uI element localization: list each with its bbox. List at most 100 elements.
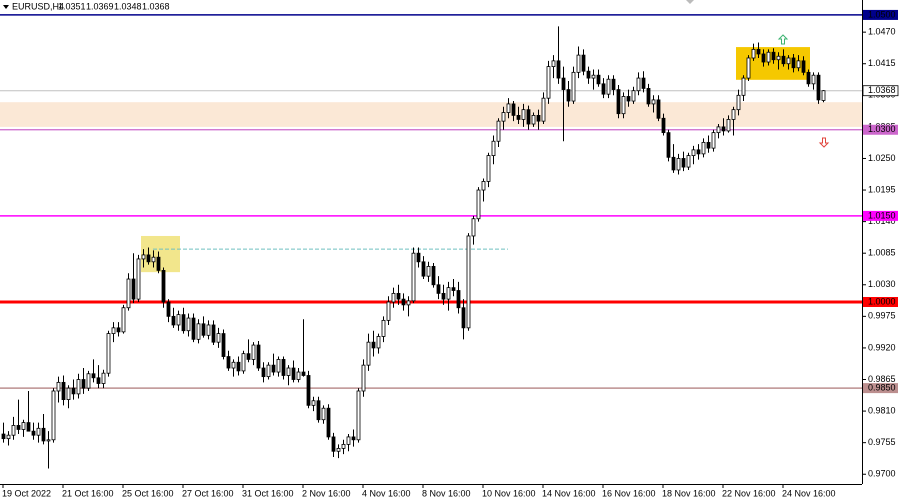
x-tick-label: 22 Nov 16:00 [722,488,776,498]
down-arrow [818,137,830,148]
x-tick-label: 27 Oct 16:00 [182,488,234,498]
candle-body [396,292,401,300]
candle-body [586,70,591,79]
candle-body [801,60,806,73]
candle-body [441,292,446,300]
candle-body [491,140,496,156]
candle-body [161,270,166,303]
candle-body [716,126,721,134]
candle-body [346,436,351,445]
candle-body [266,364,271,378]
candle-body [571,71,576,102]
candle-body [281,359,286,376]
candle-body [576,54,581,73]
zone [0,102,862,127]
candle-body [616,89,621,115]
candle-body [761,53,766,63]
candle-body [76,379,81,395]
candle-body [391,292,396,303]
shift-marker [686,0,694,4]
header-open: 1.0351 [58,1,86,11]
candle-body [216,333,221,343]
candle-body [356,390,361,441]
candle-body [341,443,346,449]
candle-body [626,96,631,102]
candle-body [181,314,186,332]
candle-body [496,120,501,142]
candle-body [306,375,311,406]
background-layer [0,14,862,389]
candle-body [416,252,421,263]
candle-body [481,181,486,191]
candle-body [521,109,526,120]
candle-body [476,189,481,220]
candle-body [156,256,161,271]
candle-body [446,287,451,300]
y-tick-label: 0.9755 [868,437,896,447]
level-label-box [863,296,898,307]
candle-body [31,430,36,436]
candle-body [681,158,686,168]
header-high: 1.0369 [86,1,114,11]
candle-body [816,74,821,101]
candle-body [46,439,51,442]
candle-body [271,364,276,373]
y-tick-label: 0.9865 [868,374,896,384]
header-close: 1.0368 [142,1,170,11]
x-tick-label: 21 Oct 16:00 [62,488,114,498]
candle-body [116,327,121,333]
candle-body [606,78,611,95]
candle-body [66,387,71,401]
candle-body [146,254,151,263]
price-label: 1.0368 [868,85,896,95]
candle-body [596,74,601,85]
candle-body [641,77,646,89]
candle-body [171,315,176,326]
candle-body [421,261,426,277]
candle-body [601,83,606,95]
candle-body [531,115,536,125]
candle-body [1,433,6,440]
candle-body [301,371,306,376]
level-label: 1.0000 [868,296,896,306]
y-tick-label: 1.0195 [868,184,896,194]
candle-body [661,117,666,134]
candle-body [821,90,826,101]
candle-body [296,371,301,380]
candle-body [696,149,701,155]
candle-body [781,55,786,65]
x-tick-label: 2 Nov 16:00 [302,488,351,498]
y-tick-label: 1.0250 [868,153,896,163]
level-label: 1.0500 [868,9,896,19]
candle-body [756,48,761,55]
candle-body [656,99,661,119]
candle-body [166,301,171,317]
candle-body [81,379,86,389]
candle-body [381,319,386,337]
candle-body [691,149,696,156]
candle-body [226,356,231,369]
header: EURUSD,H4 1.0351 1.0369 1.0348 1.0368 [3,1,170,11]
candle-body [126,278,131,309]
candle-body [786,57,791,65]
candle-body [751,48,756,59]
candle-body [506,103,511,113]
level-label: 1.0300 [868,124,896,134]
candle-body [706,141,711,149]
x-tick-label: 10 Nov 16:00 [482,488,536,498]
symbol: EURUSD,H4 [12,1,64,11]
candle-body [561,77,566,90]
candle-body [736,94,741,111]
candle-body [326,407,331,438]
y-tick-label: 0.9920 [868,342,896,352]
candle-body [651,99,656,105]
candle-body [401,298,406,306]
candle-body [406,300,411,306]
candle-body [686,155,691,168]
candle-body [631,90,636,102]
candle-body [151,256,156,263]
x-tick-label: 31 Oct 16:00 [242,488,294,498]
candle-body [776,55,781,61]
y-tick-label: 0.9700 [868,469,896,479]
candle-body [671,156,676,171]
